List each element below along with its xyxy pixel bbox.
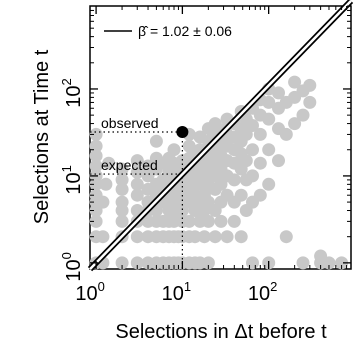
- data-point: [96, 195, 110, 209]
- data-point: [262, 112, 276, 126]
- data-point: [149, 134, 163, 148]
- data-point: [296, 256, 310, 270]
- annotation-label: expected: [101, 157, 158, 173]
- data-point: [130, 154, 144, 168]
- data-point: [234, 230, 248, 244]
- data-point: [208, 230, 222, 244]
- data-point: [89, 214, 103, 228]
- data-point: [262, 95, 276, 109]
- data-point: [99, 177, 113, 191]
- x-tick-label: 100: [75, 279, 104, 305]
- data-point: [253, 188, 267, 202]
- x-tick-label: 101: [162, 279, 191, 305]
- data-point: [322, 256, 336, 270]
- data-point: [130, 230, 144, 244]
- y-axis-label: Selections at Time t: [31, 49, 53, 224]
- annotation-label: observed: [101, 115, 159, 131]
- data-point: [102, 156, 116, 170]
- data-point: [262, 143, 276, 157]
- data-point: [115, 182, 129, 196]
- data-point: [246, 256, 259, 270]
- plot-frame: [89, 5, 352, 270]
- data-point: [246, 169, 259, 183]
- data-point: [303, 95, 317, 109]
- data-point: [288, 117, 302, 131]
- data-point: [272, 154, 285, 168]
- data-point: [115, 162, 129, 176]
- data-point: [201, 214, 215, 228]
- data-point: [253, 156, 267, 170]
- data-point: [272, 86, 285, 100]
- data-point: [115, 256, 129, 270]
- data-point: [89, 159, 103, 173]
- data-point: [227, 214, 241, 228]
- y-tick-label: 102: [59, 78, 85, 107]
- y-tick-label: 100: [59, 252, 85, 281]
- data-point: [89, 149, 103, 163]
- data-point: [279, 230, 293, 244]
- y-tick-label: 101: [59, 165, 85, 194]
- data-point: [227, 173, 241, 187]
- observed-point: [176, 125, 189, 138]
- data-point: [214, 214, 228, 228]
- data-point: [188, 230, 202, 244]
- data-point: [89, 139, 103, 153]
- data-point: [89, 127, 103, 141]
- legend: β̂ = 1.02 ± 0.06: [104, 23, 232, 39]
- data-point: [220, 230, 234, 244]
- guide-lines: observed expected: [90, 115, 183, 269]
- data-point: [115, 195, 129, 209]
- data-point: [115, 214, 129, 228]
- data-point: [246, 119, 259, 132]
- data-point: [130, 177, 144, 191]
- data-point: [115, 173, 129, 187]
- legend-label: β̂ = 1.02 ± 0.06: [138, 23, 232, 39]
- data-point: [130, 165, 144, 179]
- fit-line-inner: [89, 0, 352, 270]
- data-point: [197, 230, 211, 244]
- data-point: [288, 75, 302, 89]
- data-point: [201, 256, 215, 270]
- highlighted-point: [176, 125, 189, 138]
- data-point: [130, 256, 144, 270]
- data-point: [303, 78, 317, 92]
- data-point: [234, 188, 248, 202]
- data-point: [239, 154, 253, 168]
- data-point: [167, 143, 181, 157]
- data-point: [296, 108, 310, 122]
- data-point: [253, 127, 267, 141]
- data-point: [335, 256, 349, 270]
- data-points: [89, 75, 349, 270]
- x-axis-label: Selections in Δt before t: [115, 321, 327, 343]
- data-point: [246, 143, 259, 157]
- x-tick-label: 102: [248, 279, 277, 305]
- data-point: [182, 214, 196, 228]
- data-point: [96, 230, 110, 244]
- data-point: [262, 177, 276, 191]
- fit-line: [87, 0, 354, 272]
- data-point: [130, 188, 144, 202]
- data-point: [279, 127, 293, 141]
